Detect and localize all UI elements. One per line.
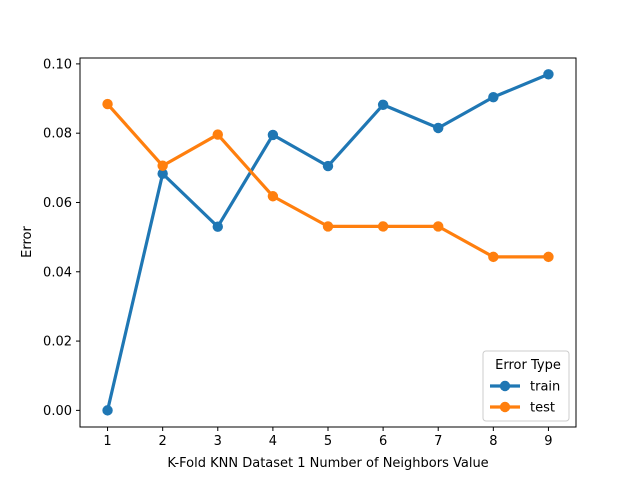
legend: Error Type train test xyxy=(482,350,570,422)
x-tick-label: 2 xyxy=(159,434,167,449)
data-point-train xyxy=(102,405,113,416)
x-tick-label: 9 xyxy=(544,434,552,449)
y-tick-label: 0.04 xyxy=(43,265,72,280)
x-axis: 1 2 3 4 5 6 7 8 9 xyxy=(103,427,553,449)
data-point-test xyxy=(267,191,279,202)
data-point-train xyxy=(543,69,554,80)
data-point-test xyxy=(212,129,223,140)
data-point-train xyxy=(267,129,279,141)
data-point-test xyxy=(433,221,444,232)
data-point-train xyxy=(488,91,499,103)
y-tick-label: 0.06 xyxy=(43,196,72,211)
legend-title: Error Type xyxy=(495,358,561,373)
y-tick-label: 0.02 xyxy=(43,335,72,350)
x-tick-label: 1 xyxy=(103,434,111,449)
y-tick-label: 0.00 xyxy=(43,404,72,419)
x-tick-label: 4 xyxy=(269,434,277,449)
x-tick-label: 3 xyxy=(214,434,222,449)
data-point-train xyxy=(433,122,444,134)
y-axis-label: Error xyxy=(20,226,35,258)
x-tick-label: 8 xyxy=(489,434,497,449)
series-test xyxy=(102,98,554,263)
data-point-test xyxy=(543,251,554,263)
data-point-train xyxy=(212,221,223,232)
legend-label-test: test xyxy=(530,401,555,416)
legend-marker-train xyxy=(499,380,511,392)
data-point-test xyxy=(488,251,499,263)
x-tick-label: 5 xyxy=(324,434,332,449)
data-point-test xyxy=(102,98,113,110)
data-point-test xyxy=(322,221,334,232)
y-axis: 0.00 0.02 0.04 0.06 0.08 0.10 xyxy=(43,57,80,419)
series-train xyxy=(102,69,554,416)
y-tick-label: 0.08 xyxy=(43,127,72,142)
data-point-train xyxy=(377,99,389,110)
data-point-train xyxy=(322,160,334,172)
legend-label-train: train xyxy=(530,380,560,395)
x-tick-label: 6 xyxy=(379,434,387,449)
data-point-train xyxy=(157,168,168,179)
y-tick-label: 0.10 xyxy=(43,57,72,72)
data-point-test xyxy=(377,221,389,232)
x-axis-label: K-Fold KNN Dataset 1 Number of Neighbors… xyxy=(167,456,488,471)
x-tick-label: 7 xyxy=(434,434,442,449)
legend-marker-test xyxy=(499,401,511,413)
data-point-test xyxy=(157,160,168,171)
series-layer xyxy=(102,69,554,416)
